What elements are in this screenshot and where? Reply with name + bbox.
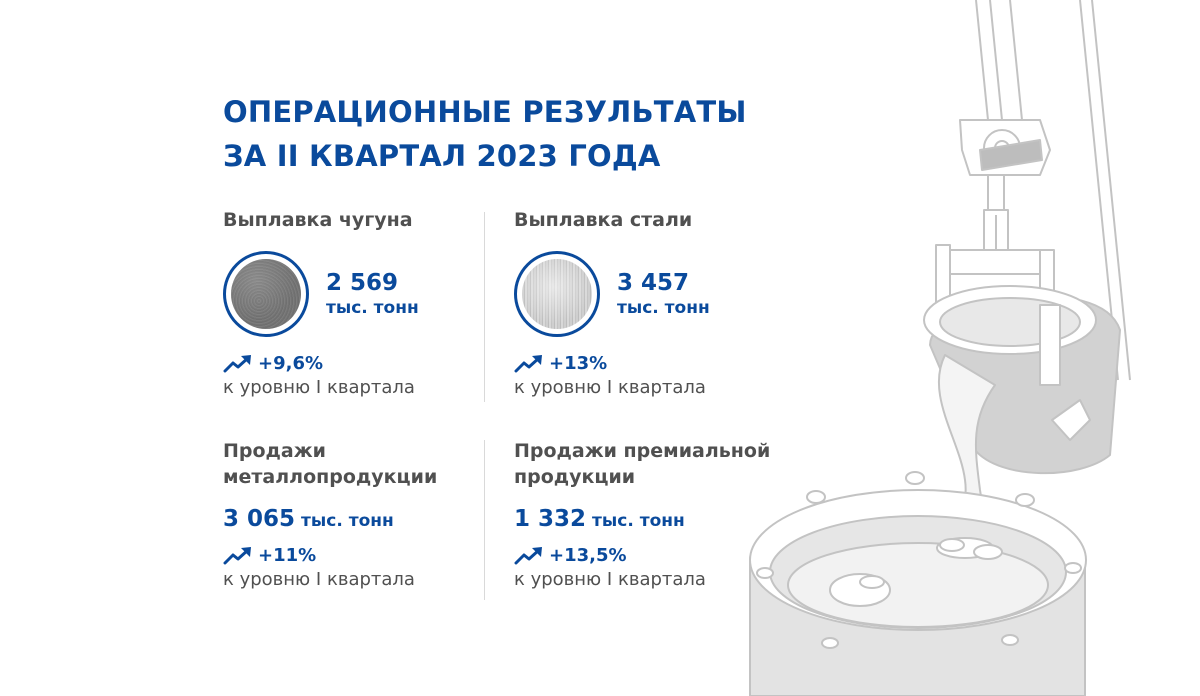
steel-disc-icon bbox=[514, 251, 600, 337]
metric-premium: Продажи премиальной продукции 1 332 тыс. … bbox=[514, 438, 814, 591]
metric-unit: тыс. тонн bbox=[592, 511, 685, 531]
metric-pig-iron: Выплавка чугуна 2 569 тыс. тонн +9,6% к … bbox=[223, 207, 483, 399]
growth-note: к уровню I квартала bbox=[223, 377, 415, 398]
metric-label: Выплавка стали bbox=[514, 209, 693, 231]
page-title: ОПЕРАЦИОННЫЕ РЕЗУЛЬТАТЫ ЗА II КВАРТАЛ 20… bbox=[223, 90, 747, 178]
metric-label: Продажи премиальной продукции bbox=[514, 438, 814, 490]
metric-unit: тыс. тонн bbox=[617, 297, 710, 318]
metric-label-line-1: Продажи bbox=[223, 440, 326, 462]
growth-note: к уровню I квартала bbox=[514, 377, 706, 398]
metric-label-line-1: Продажи премиальной bbox=[514, 440, 771, 462]
column-divider-bottom bbox=[484, 440, 485, 600]
trend-up-arrow-icon bbox=[223, 546, 251, 564]
metric-label-line-2: продукции bbox=[514, 466, 636, 488]
column-divider-top bbox=[484, 212, 485, 402]
title-line-2: ЗА II КВАРТАЛ 2023 ГОДА bbox=[223, 139, 661, 173]
metric-unit: тыс. тонн bbox=[301, 511, 394, 531]
metric-value: 3 065 bbox=[223, 506, 296, 532]
growth-value: +13,5% bbox=[549, 545, 627, 566]
metric-unit: тыс. тонн bbox=[326, 297, 419, 318]
trend-up-arrow-icon bbox=[223, 354, 251, 372]
growth-value: +13% bbox=[549, 353, 608, 374]
trend-up-arrow-icon bbox=[514, 354, 542, 372]
metric-sales: Продажи металлопродукции 3 065 тыс. тонн … bbox=[223, 438, 473, 591]
metric-steel: Выплавка стали 3 457 тыс. тонн +13% к ур… bbox=[514, 207, 774, 399]
metric-value: 2 569 bbox=[326, 269, 399, 296]
trend-up-arrow-icon bbox=[514, 546, 542, 564]
metric-label-line-2: металлопродукции bbox=[223, 466, 438, 488]
pig-iron-disc-icon bbox=[223, 251, 309, 337]
metric-value: 3 457 bbox=[617, 269, 690, 296]
growth-note: к уровню I квартала bbox=[223, 569, 415, 590]
title-line-1: ОПЕРАЦИОННЫЕ РЕЗУЛЬТАТЫ bbox=[223, 95, 747, 129]
metric-label: Выплавка чугуна bbox=[223, 209, 413, 231]
growth-note: к уровню I квартала bbox=[514, 569, 706, 590]
metric-label: Продажи металлопродукции bbox=[223, 438, 473, 490]
growth-value: +9,6% bbox=[258, 353, 324, 374]
ladle-pouring-metal-illustration bbox=[749, 0, 1131, 696]
growth-value: +11% bbox=[258, 545, 317, 566]
metric-value: 1 332 bbox=[514, 506, 587, 532]
